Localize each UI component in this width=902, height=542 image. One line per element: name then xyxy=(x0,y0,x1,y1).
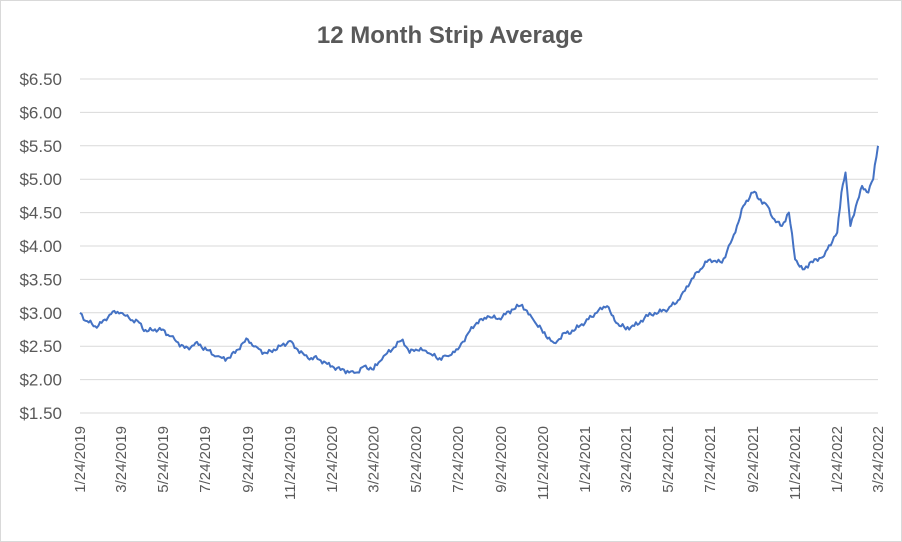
series-line xyxy=(79,145,879,375)
x-tick-label: 7/24/2019 xyxy=(197,426,214,493)
y-tick-label: $2.50 xyxy=(19,337,62,356)
y-tick-label: $4.50 xyxy=(19,204,62,223)
x-tick-label: 11/24/2020 xyxy=(535,426,552,500)
x-tick-label: 1/24/2019 xyxy=(72,426,89,493)
x-tick-label: 1/24/2020 xyxy=(324,426,341,493)
x-tick-label: 7/24/2021 xyxy=(702,426,719,493)
x-tick-label: 9/24/2020 xyxy=(493,426,510,493)
x-tick-label: 3/24/2019 xyxy=(113,426,130,493)
y-tick-label: $5.50 xyxy=(19,137,62,156)
y-tick-label: $6.50 xyxy=(19,70,62,89)
x-tick-label: 11/24/2021 xyxy=(787,426,804,500)
x-tick-label: 9/24/2021 xyxy=(745,426,762,493)
x-axis-ticks: 1/24/2019 3/24/2019 5/24/2019 7/24/2019 9/24… xyxy=(72,426,887,500)
chart-title: 12 Month Strip Average xyxy=(316,22,584,49)
y-tick-label: $1.50 xyxy=(19,404,62,423)
x-tick-label: 5/24/2019 xyxy=(155,426,172,493)
x-tick-label: 3/24/2021 xyxy=(618,426,635,493)
x-tick-label: 1/24/2021 xyxy=(577,426,594,493)
x-tick-label: 11/24/2019 xyxy=(282,426,299,500)
x-tick-label: 9/24/2019 xyxy=(240,426,257,493)
y-tick-label: $2.00 xyxy=(19,371,62,390)
y-tick-label: $3.50 xyxy=(19,270,62,289)
y-tick-label: $6.00 xyxy=(19,103,62,122)
y-tick-label: $3.00 xyxy=(19,304,62,323)
x-tick-label: 7/24/2020 xyxy=(450,426,467,493)
y-tick-label: $4.00 xyxy=(19,237,62,256)
gridlines xyxy=(80,78,878,414)
y-tick-label: $5.00 xyxy=(19,170,62,189)
x-tick-label: 3/24/2022 xyxy=(870,426,887,493)
x-tick-label: 5/24/2021 xyxy=(660,426,677,493)
x-tick-label: 3/24/2020 xyxy=(366,426,383,493)
y-axis-ticks: $1.50 $2.00 $2.50 $3.00 $3.50 $4.00 $4.50 $5.00… xyxy=(19,70,62,423)
x-tick-label: 1/24/2022 xyxy=(829,426,846,493)
x-tick-label: 5/24/2020 xyxy=(408,426,425,493)
